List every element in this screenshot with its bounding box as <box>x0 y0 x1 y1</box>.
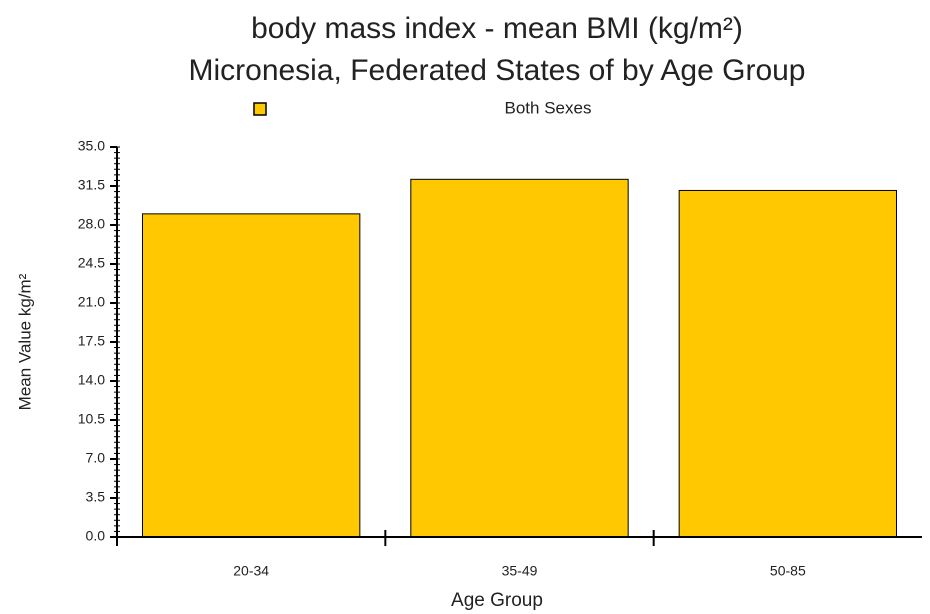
chart-subtitle: Micronesia, Federated States of by Age G… <box>188 54 805 87</box>
y-tick-label: 21.0 <box>78 294 105 310</box>
y-tick-label: 31.5 <box>78 177 105 193</box>
bar <box>410 178 629 538</box>
x-tick-label: 20-34 <box>233 563 269 579</box>
y-tick-label: 28.0 <box>78 216 105 232</box>
legend-label: Both Sexes <box>505 98 592 117</box>
y-tick-label: 35.0 <box>78 138 105 154</box>
y-tick-label: 10.5 <box>78 411 105 427</box>
x-axis-label: Age Group <box>451 590 543 611</box>
y-tick-label: 0.0 <box>86 528 106 544</box>
y-tick-label: 24.5 <box>78 255 105 271</box>
y-tick-label: 17.5 <box>78 333 105 349</box>
chart-title: body mass index - mean BMI (kg/m²) <box>251 12 743 45</box>
bar <box>141 213 361 538</box>
y-tick-label: 7.0 <box>86 450 106 466</box>
y-axis-label: Mean Value kg/m² <box>15 273 34 410</box>
y-tick-label: 14.0 <box>78 372 105 388</box>
y-tick-label: 3.5 <box>86 489 106 505</box>
legend-swatch <box>253 102 267 116</box>
x-tick-label: 35-49 <box>502 563 538 579</box>
bar <box>678 189 898 538</box>
x-tick-label: 50-85 <box>770 563 806 579</box>
